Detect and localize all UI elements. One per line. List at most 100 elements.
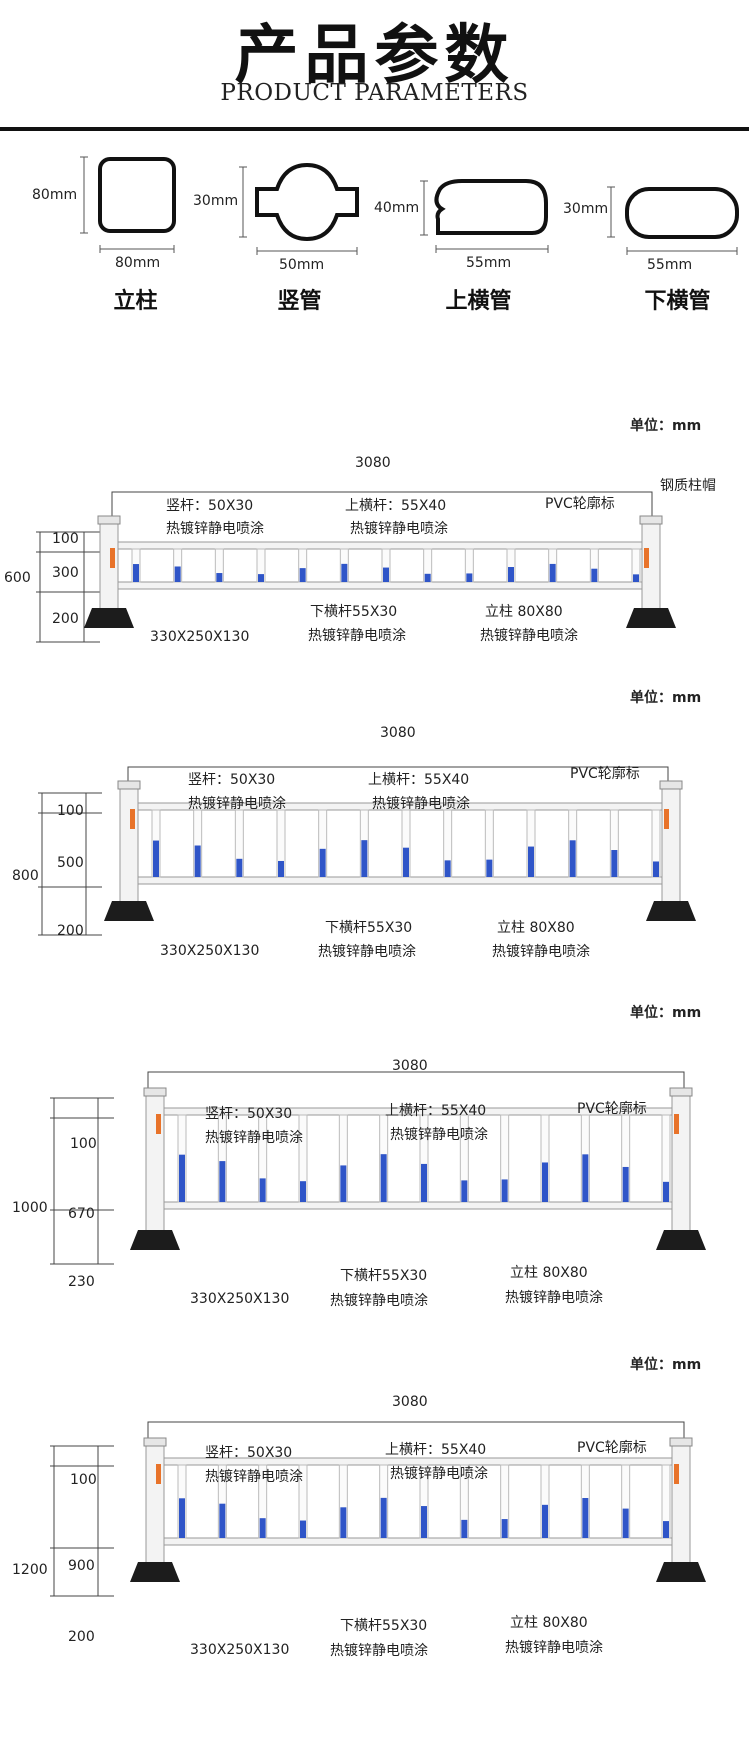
- profile-width: 50mm: [279, 257, 325, 273]
- post: [145, 1093, 165, 1237]
- post-cap: [669, 1437, 693, 1447]
- dim-middle: 500: [57, 855, 84, 871]
- dim-top: 100: [70, 1472, 97, 1488]
- vertical-bar-blue-section: [501, 1179, 508, 1202]
- profile-width: 55mm: [466, 255, 512, 271]
- profile-height: 30mm: [563, 201, 609, 217]
- post-base: [646, 901, 696, 921]
- profile-name: 立柱: [113, 289, 158, 314]
- vertical-bar-blue-section: [219, 1161, 226, 1202]
- profile-top-rail: 40mm 55mm 上横管: [370, 145, 555, 320]
- length-dimension-line: [111, 491, 653, 526]
- vertical-bar-blue-section: [341, 563, 348, 582]
- rail-cap-profile-icon: [420, 179, 549, 253]
- pvc-reflector: [644, 548, 649, 568]
- pvc-label: PVC轮廓标: [577, 1101, 647, 1117]
- vertical-bar-blue-section: [174, 566, 181, 582]
- fence-drawing: [50, 1421, 706, 1597]
- dim-bottom: 200: [57, 923, 84, 939]
- vertical-bar-blue-section: [258, 574, 264, 582]
- profile-name: 上横管: [445, 289, 512, 314]
- bottom-rail-coat: 热镀锌静电喷涂: [330, 1293, 428, 1309]
- total-length: 3080: [355, 455, 391, 471]
- post-base: [130, 1230, 180, 1250]
- fence-diagram-800: 单位：mm 3080 800 100 500 200 竖杆：50X30 热镀锌静…: [0, 685, 749, 1005]
- cap-label: 钢质柱帽: [660, 478, 716, 494]
- vertical-bar-blue-section: [542, 1504, 548, 1538]
- post: [99, 521, 119, 615]
- post-cap: [639, 515, 663, 525]
- vertical-bar-blue-section: [421, 1163, 427, 1202]
- vertical-bar-blue-section: [653, 861, 659, 877]
- pvc-reflector: [664, 809, 669, 829]
- post: [671, 1443, 691, 1569]
- page-title: 产品参数: [234, 19, 515, 93]
- vertical-bar-blue-section: [300, 1520, 306, 1538]
- vertical-bar-blue-section: [300, 1181, 306, 1202]
- vertical-bar-blue-section: [299, 568, 306, 582]
- base-label: 330X250X130: [190, 1642, 290, 1658]
- top-rail: [109, 541, 651, 550]
- vertical-bar-coat: 热镀锌静电喷涂: [166, 521, 264, 537]
- profile-bottom-rail: 30mm 55mm 下横管: [555, 145, 740, 320]
- bottom-rail-label: 下横杆55X30: [340, 1268, 428, 1284]
- fence-drawing: [50, 1071, 706, 1265]
- total-height: 1000: [12, 1200, 48, 1216]
- pvc-reflector: [674, 1464, 679, 1484]
- vertical-bar-blue-section: [133, 564, 139, 582]
- post-coat: 热镀锌静电喷涂: [492, 944, 590, 960]
- vertical-bar-label: 竖杆：50X30: [205, 1106, 293, 1122]
- fence-diagram-1000: 单位：mm 3080 1000 100 670 230 竖杆：50X30 热镀锌…: [0, 1000, 749, 1320]
- profile-height: 80mm: [32, 187, 78, 203]
- vertical-bar-blue-section: [444, 860, 451, 877]
- vertical-bar-blue-section: [486, 859, 493, 877]
- profile-vertical-pipe: 30mm 50mm 竖管: [185, 145, 370, 320]
- pvc-label: PVC轮廓标: [545, 496, 615, 512]
- top-rail-label: 上横杆：55X40: [385, 1103, 487, 1119]
- vertical-bar-blue-section: [380, 1497, 387, 1538]
- top-rail-coat: 热镀锌静电喷涂: [350, 521, 448, 537]
- post: [119, 786, 139, 908]
- post-label: 立柱 80X80: [510, 1265, 588, 1281]
- post-label: 立柱 80X80: [497, 920, 575, 936]
- vertical-bar-blue-section: [663, 1181, 669, 1202]
- vertical-bar-blue-section: [549, 563, 556, 582]
- vertical-bar-blue-section: [194, 845, 201, 877]
- bottom-rail-label: 下横杆55X30: [325, 920, 413, 936]
- base-label: 330X250X130: [160, 943, 260, 959]
- bottom-rail: [155, 1201, 681, 1210]
- post-base: [104, 901, 154, 921]
- vertical-bar-blue-section: [236, 858, 243, 877]
- vertical-bar-label: 竖杆：50X30: [188, 772, 276, 788]
- base-label: 330X250X130: [190, 1291, 290, 1307]
- vertical-bar-blue-section: [633, 574, 639, 582]
- post-base: [84, 608, 134, 628]
- vertical-bar-label: 竖杆：50X30: [205, 1445, 293, 1461]
- post-base: [656, 1562, 706, 1582]
- fence-drawing: [38, 766, 696, 936]
- dim-middle: 300: [52, 565, 79, 581]
- dim-bottom: 230: [68, 1274, 95, 1290]
- vertical-bar-label: 竖杆：50X30: [166, 498, 254, 514]
- vertical-bar-blue-section: [466, 573, 473, 582]
- fence-diagram-1200: 单位：mm 3080 1200 100 900 200 竖杆：50X30 热镀锌…: [0, 1352, 749, 1672]
- unit-label: 单位：mm: [630, 1357, 702, 1373]
- pvc-reflector: [156, 1114, 161, 1134]
- page-subtitle: PRODUCT PARAMETERS: [220, 80, 529, 106]
- length-dimension-line: [127, 766, 669, 791]
- vertical-bar-blue-section: [569, 840, 576, 877]
- profile-height: 30mm: [193, 193, 239, 209]
- bottom-rail-label: 下横杆55X30: [310, 604, 398, 620]
- top-rail-label: 上横杆：55X40: [368, 772, 470, 788]
- post-cap: [143, 1087, 167, 1097]
- length-dimension-line: [147, 1421, 685, 1448]
- post: [145, 1443, 165, 1569]
- total-length: 3080: [380, 725, 416, 741]
- vertical-bar-coat: 热镀锌静电喷涂: [205, 1130, 303, 1146]
- vertical-bar-blue-section: [591, 568, 598, 582]
- profile-width: 55mm: [647, 257, 693, 273]
- bottom-rail: [155, 1537, 681, 1546]
- top-rail-coat: 热镀锌静电喷涂: [390, 1127, 488, 1143]
- total-height: 1200: [12, 1562, 48, 1578]
- fence-drawing: [36, 491, 676, 643]
